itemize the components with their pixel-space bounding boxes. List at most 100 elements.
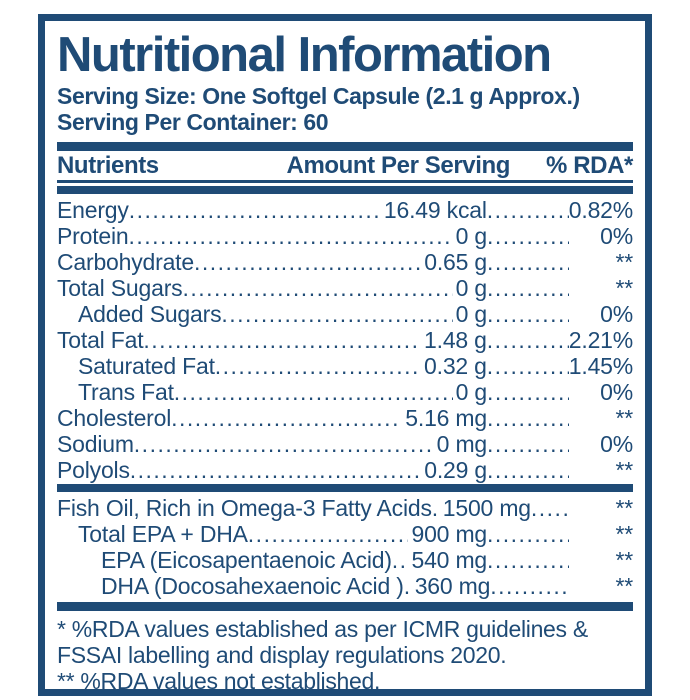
nutrient-name: Added Sugars — [78, 301, 222, 327]
nutrient-name: Trans Fat — [78, 379, 174, 405]
nutrient-name: Fish Oil, Rich in Omega-3 Fatty Acids — [57, 495, 432, 521]
footnote-rda-not-established: ** %RDA values not established. — [57, 668, 381, 694]
dot-leader — [182, 275, 452, 301]
nutrient-rows: Energy16.49 kcal0.82%Protein0 g0%Carbohy… — [57, 194, 633, 484]
nutrient-name: EPA (Eicosapentaenoic Acid) — [101, 547, 392, 573]
nutrient-rda: ** — [615, 495, 633, 521]
serving-size-text: Serving Size: One Softgel Capsule (2.1 g… — [57, 83, 580, 109]
nutrient-row: Trans Fat 0 g 0% — [57, 379, 633, 405]
nutrient-row: Added Sugars 0 g 0% — [57, 301, 633, 327]
nutrient-rda: 1.45% — [568, 353, 633, 379]
column-header-rda: % RDA* — [546, 152, 633, 179]
dot-leader — [128, 223, 452, 249]
dot-leader — [392, 547, 409, 573]
nutrient-row: Cholesterol 5.16 mg ** — [57, 405, 633, 431]
nutrient-amount: 0.65 g — [424, 249, 487, 275]
nutrient-rda: ** — [615, 405, 633, 431]
nutrient-amount: 360 mg — [414, 573, 491, 599]
nutrient-row: Saturated Fat 0.32 g 1.45% — [57, 353, 633, 379]
nutrient-row: Carbohydrate 0.65 g ** — [57, 249, 633, 275]
dot-leader — [194, 249, 421, 275]
nutrient-amount: 16.49 kcal — [383, 197, 487, 223]
dot-leader — [171, 405, 402, 431]
nutrient-rda: 0% — [600, 379, 633, 405]
nutrient-rda: ** — [615, 249, 633, 275]
nutrient-name: Cholesterol — [57, 405, 172, 431]
nutrient-rda: 0% — [600, 223, 633, 249]
column-header-nutrients: Nutrients — [57, 152, 159, 179]
nutrient-row: Energy 16.49 kcal 0.82% — [57, 197, 633, 223]
nutrient-row: Sodium 0 mg 0% — [57, 431, 633, 457]
dot-leader — [487, 405, 569, 431]
nutrient-row: Protein 0 g 0% — [57, 223, 633, 249]
nutrient-amount: 0 g — [455, 379, 488, 405]
nutrient-amount: 1500 mg — [442, 495, 531, 521]
dot-leader — [487, 301, 569, 327]
nutrient-rda: ** — [615, 521, 633, 547]
nutrient-rda: ** — [615, 457, 633, 483]
nutrient-name: Polyols — [57, 457, 130, 483]
dot-leader — [487, 327, 569, 353]
table-header-row: Nutrients Amount Per Serving % RDA* — [57, 151, 633, 183]
dot-leader — [134, 431, 434, 457]
dot-leader — [487, 547, 569, 573]
nutrient-amount: 0 g — [455, 275, 488, 301]
dot-leader — [129, 197, 381, 223]
nutrient-amount: 0 g — [455, 301, 488, 327]
dot-leader — [487, 431, 569, 457]
nutrition-label-panel: Nutritional Information Serving Size: On… — [38, 14, 652, 696]
nutrient-amount: 0 g — [455, 223, 488, 249]
dot-leader — [487, 521, 569, 547]
nutrient-amount: 0.32 g — [424, 353, 487, 379]
nutrient-rda: ** — [615, 573, 633, 599]
dot-leader — [490, 573, 569, 599]
dot-leader — [487, 353, 569, 379]
page-title: Nutritional Information — [57, 28, 552, 82]
dot-leader — [130, 457, 422, 483]
nutrient-name: Carbohydrate — [57, 249, 194, 275]
column-header-amount-per-serving: Amount Per Serving — [286, 152, 511, 179]
nutrient-rda: 0.82% — [568, 197, 633, 223]
dot-leader — [487, 249, 569, 275]
nutrient-amount: 0.29 g — [424, 457, 487, 483]
dot-leader — [404, 573, 412, 599]
nutrient-amount: 900 mg — [411, 521, 487, 547]
nutrient-amount: 5.16 mg — [405, 405, 487, 431]
nutrient-name: Sodium — [57, 431, 134, 457]
dot-leader — [215, 353, 421, 379]
nutrient-row: Total EPA + DHA 900 mg ** — [57, 521, 633, 547]
nutrient-rda: 2.21% — [568, 327, 633, 353]
nutrient-row: Total Sugars 0 g ** — [57, 275, 633, 301]
nutrient-name: Protein — [57, 223, 129, 249]
nutrient-name: Energy — [57, 197, 129, 223]
dot-leader — [248, 521, 409, 547]
nutrient-row: Polyols 0.29 g ** — [57, 457, 633, 483]
serving-per-container-text: Serving Per Container: 60 — [57, 109, 329, 135]
dot-leader — [531, 495, 569, 521]
dot-leader — [487, 457, 569, 483]
nutrient-rda: 0% — [600, 431, 633, 457]
nutrient-rda: 0% — [600, 301, 633, 327]
nutrient-name: Saturated Fat — [78, 353, 215, 379]
nutrient-row: Fish Oil, Rich in Omega-3 Fatty Acids 150… — [57, 495, 633, 521]
nutrient-row: EPA (Eicosapentaenoic Acid) 540 mg ** — [57, 547, 633, 573]
nutrient-row: Total Fat 1.48 g 2.21% — [57, 327, 633, 353]
dot-leader — [174, 379, 453, 405]
dot-leader — [143, 327, 421, 353]
omega3-rows: Fish Oil, Rich in Omega-3 Fatty Acids 150… — [57, 492, 633, 600]
nutrient-name: Total Sugars — [57, 275, 183, 301]
dot-leader — [487, 197, 569, 223]
nutrient-amount: 1.48 g — [424, 327, 487, 353]
dot-leader — [487, 379, 569, 405]
nutrient-rda: ** — [615, 547, 633, 573]
dot-leader — [432, 495, 440, 521]
divider-bar-header — [57, 186, 633, 194]
dot-leader — [487, 223, 569, 249]
divider-bar-top — [57, 142, 633, 151]
nutrient-row: DHA (Docosahexaenoic Acid ) 360 mg ** — [57, 573, 633, 599]
divider-bar-middle — [57, 484, 633, 492]
dot-leader — [487, 275, 569, 301]
nutrient-name: Total EPA + DHA — [78, 521, 248, 547]
dot-leader — [221, 301, 452, 327]
